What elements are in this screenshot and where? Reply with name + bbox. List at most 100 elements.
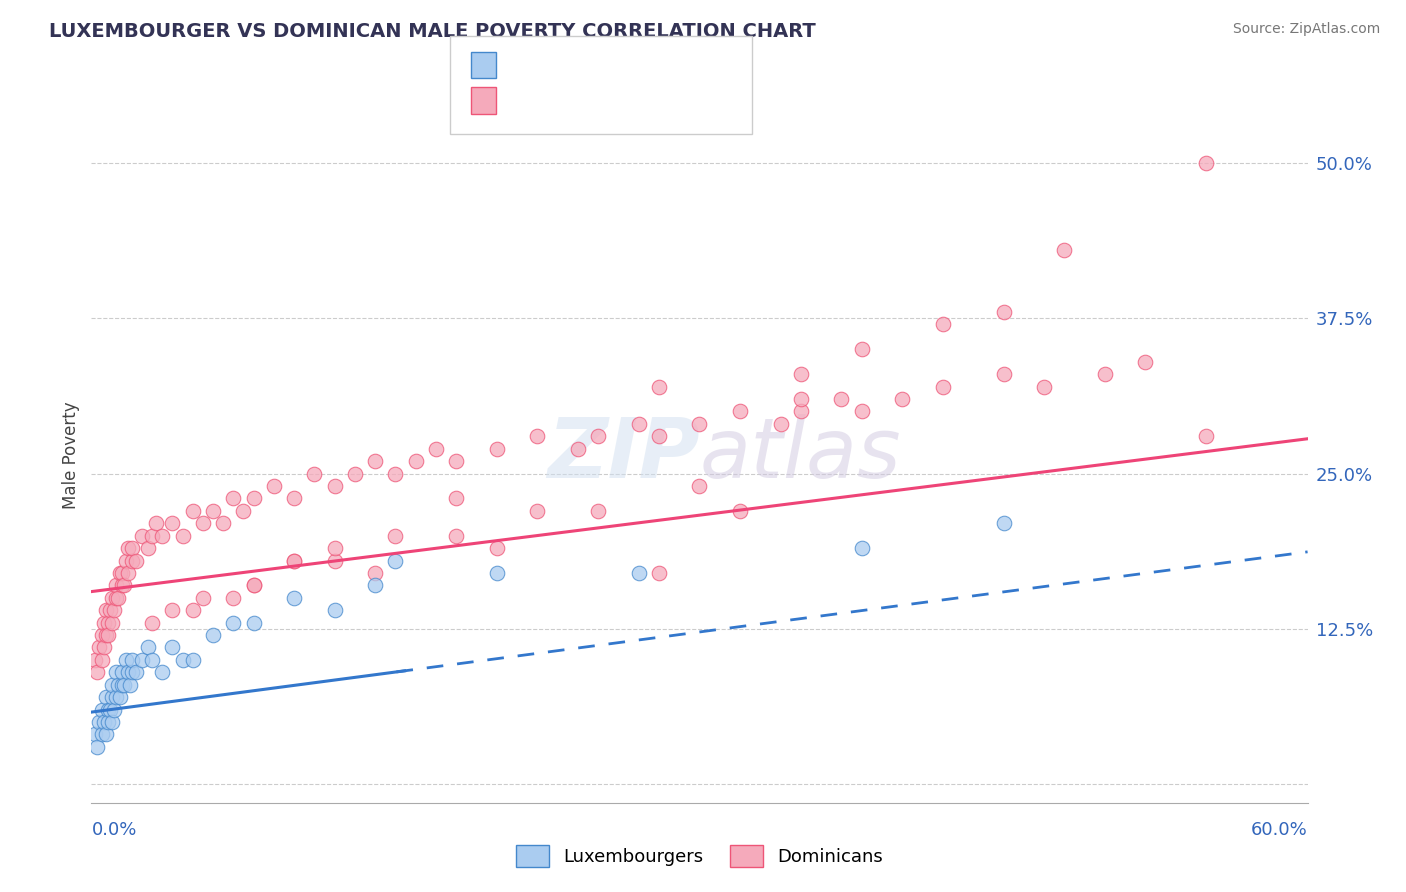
Point [790, 392, 813, 406]
Point [97, 714, 120, 729]
Point [90, 653, 112, 667]
Point [111, 566, 134, 580]
Point [232, 504, 254, 518]
Point [384, 467, 406, 481]
Point [97, 703, 120, 717]
Point [1135, 355, 1157, 369]
Point [100, 678, 122, 692]
Point [1094, 367, 1116, 381]
Point [93, 640, 115, 655]
Point [202, 628, 225, 642]
Point [485, 442, 508, 456]
Point [94, 628, 117, 642]
Text: R =: R = [510, 92, 550, 110]
Point [384, 553, 406, 567]
Text: 0.298: 0.298 [553, 56, 605, 74]
Point [112, 678, 135, 692]
Point [405, 454, 427, 468]
Point [103, 603, 125, 617]
Point [90, 703, 112, 717]
Point [94, 603, 117, 617]
Point [384, 529, 406, 543]
Point [125, 665, 148, 680]
Point [283, 553, 305, 567]
Point [891, 392, 914, 406]
Point [93, 615, 115, 630]
Point [108, 690, 131, 705]
Point [100, 690, 122, 705]
Point [444, 491, 467, 506]
Point [323, 541, 346, 555]
Point [851, 541, 873, 555]
Point [627, 566, 650, 580]
Point [98, 603, 121, 617]
Point [648, 429, 671, 443]
Text: LUXEMBOURGER VS DOMINICAN MALE POVERTY CORRELATION CHART: LUXEMBOURGER VS DOMINICAN MALE POVERTY C… [49, 22, 815, 41]
Point [304, 467, 326, 481]
Point [121, 541, 143, 555]
Point [444, 454, 467, 468]
Point [343, 467, 366, 481]
Point [98, 703, 121, 717]
Point [993, 367, 1015, 381]
Point [769, 417, 792, 431]
Point [104, 690, 127, 705]
Point [1033, 379, 1056, 393]
Point [104, 665, 127, 680]
Point [586, 429, 609, 443]
Point [104, 578, 127, 592]
Point [526, 429, 548, 443]
Point [728, 504, 751, 518]
Point [993, 516, 1015, 531]
Point [931, 379, 953, 393]
Point [111, 678, 134, 692]
Point [89, 714, 111, 729]
Point [181, 603, 204, 617]
Point [181, 653, 204, 667]
Point [103, 703, 125, 717]
Text: 100: 100 [647, 92, 685, 110]
Point [364, 454, 387, 468]
Point [162, 516, 184, 531]
Point [86, 739, 108, 754]
Point [121, 553, 143, 567]
Point [125, 553, 148, 567]
Point [586, 504, 609, 518]
Point [117, 566, 139, 580]
Point [136, 541, 159, 555]
Point [117, 665, 139, 680]
Point [993, 305, 1015, 319]
Text: 46: 46 [647, 56, 675, 74]
Point [485, 541, 508, 555]
Point [222, 615, 245, 630]
Y-axis label: Male Poverty: Male Poverty [62, 401, 80, 508]
Point [89, 640, 111, 655]
Point [94, 690, 117, 705]
Point [111, 578, 134, 592]
Point [181, 504, 204, 518]
Point [131, 653, 153, 667]
Point [931, 318, 953, 332]
Point [242, 615, 264, 630]
Point [136, 640, 159, 655]
Point [1195, 156, 1218, 170]
Point [222, 591, 245, 605]
Point [112, 578, 135, 592]
Point [118, 678, 141, 692]
Point [567, 442, 589, 456]
Point [851, 404, 873, 418]
Point [323, 479, 346, 493]
Point [141, 653, 163, 667]
Point [97, 615, 120, 630]
Text: 0.0%: 0.0% [91, 822, 136, 839]
Point [97, 628, 120, 642]
Point [323, 553, 346, 567]
Point [191, 591, 214, 605]
Point [84, 727, 107, 741]
Point [111, 665, 134, 680]
Point [1053, 243, 1076, 257]
Point [90, 628, 112, 642]
Point [100, 615, 122, 630]
Point [100, 714, 122, 729]
Text: R =: R = [510, 56, 550, 74]
